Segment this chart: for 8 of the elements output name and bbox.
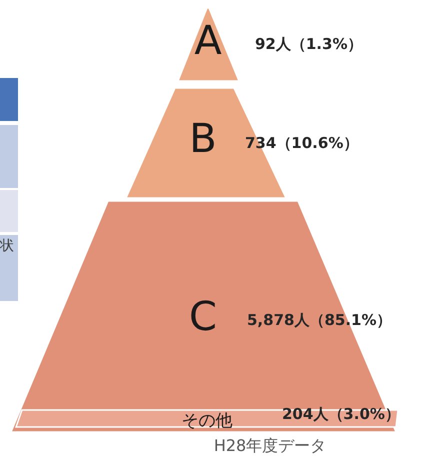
category-label: C [189, 294, 217, 340]
data-label: 204人（3.0%） [282, 405, 400, 423]
category-label: B [189, 116, 217, 162]
category-label: その他 [182, 411, 232, 431]
text: H28年度データ [214, 436, 326, 455]
data-label: 92人（1.3%） [255, 35, 362, 53]
text: 状 [0, 237, 14, 255]
category-label: A [194, 18, 222, 64]
